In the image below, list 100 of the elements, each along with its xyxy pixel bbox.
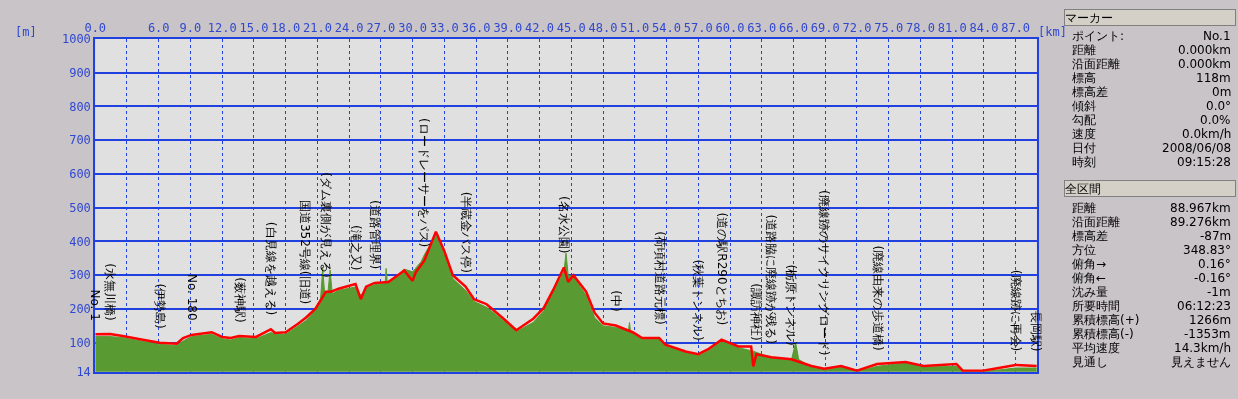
text: 日付 — [1072, 141, 1096, 155]
text: 標高 — [1072, 71, 1096, 85]
y-tick-label: 600 — [69, 167, 91, 182]
text: 時刻 — [1072, 155, 1096, 169]
annotation: (薮神駅) — [232, 277, 247, 323]
annotation: (廃線跡のサイクリングロード) — [817, 190, 832, 356]
text: 距離 — [1072, 43, 1096, 57]
x-tick-label: 33.0 — [429, 21, 459, 36]
text: 傾斜 — [1072, 99, 1096, 113]
annotation: (中) — [608, 290, 623, 312]
text: 0.0% — [1200, 113, 1231, 127]
x-tick-label: 42.0 — [525, 21, 555, 36]
text: 俯角← — [1072, 271, 1107, 285]
x-tick-label: 72.0 — [842, 21, 872, 36]
y-tick-label: 500 — [69, 200, 91, 215]
text: 0.16° — [1198, 257, 1231, 271]
x-tick-label: 57.0 — [683, 21, 713, 36]
text: 見通し — [1072, 355, 1108, 369]
annotation: (荷頃村道路元標) — [652, 231, 667, 325]
y-tick-label: 900 — [69, 65, 91, 80]
text: 速度 — [1072, 127, 1096, 141]
text: 俯角→ — [1072, 257, 1107, 271]
annotation: (半蔵金バス停) — [458, 191, 473, 273]
text: 89.276km — [1170, 215, 1231, 229]
annotation: (道の駅R290とちお) — [714, 212, 729, 326]
annotation: (栃原トンネル) — [784, 264, 799, 346]
text: -1353m — [1184, 327, 1231, 341]
x-tick-label: 81.0 — [937, 21, 967, 36]
annotation: (道路脇に廃線跡が残る) — [763, 214, 778, 344]
x-tick-label: 39.0 — [493, 21, 523, 36]
annotation: (廃線由来の歩道橋) — [870, 245, 885, 351]
annotation: (秋葉トンネル) — [690, 259, 705, 341]
annotation: (ロードレーサーをパス) — [417, 117, 432, 248]
text: No.1 — [1203, 29, 1231, 43]
y-tick-label: 800 — [69, 99, 91, 114]
y-tick-label: 300 — [69, 268, 91, 283]
y-tick-label: 400 — [69, 234, 91, 249]
text: 0m — [1212, 85, 1232, 99]
x-tick-label: 51.0 — [620, 21, 650, 36]
annotation: (ダム裏側が見える) — [319, 172, 334, 278]
text: 1266m — [1189, 313, 1232, 327]
text: 沿面距離 — [1072, 57, 1120, 71]
text: 118m — [1196, 71, 1231, 85]
text: 06:12:23 — [1177, 299, 1231, 313]
x-tick-label: 69.0 — [810, 21, 840, 36]
x-axis-title: [km] — [1038, 25, 1067, 39]
x-tick-label: 60.0 — [715, 21, 745, 36]
text: 0.0° — [1206, 99, 1232, 113]
text: -1m — [1207, 285, 1231, 299]
annotation: (名水公園) — [556, 196, 571, 254]
text: 沿面距離 — [1072, 215, 1120, 229]
text: 沈み量 — [1072, 285, 1108, 299]
text: 見えません — [1171, 355, 1231, 369]
y-tick-label: 700 — [69, 133, 91, 148]
x-tick-label: 27.0 — [366, 21, 396, 36]
annotation: (伊勢島) — [152, 283, 167, 329]
text: 距離 — [1072, 201, 1096, 215]
annotation: (滝之又) — [348, 224, 363, 271]
x-tick-label: 18.0 — [271, 21, 301, 36]
text: ポイント: — [1072, 29, 1125, 43]
text: 2008/06/08 — [1162, 141, 1232, 155]
x-tick-label: 75.0 — [874, 21, 904, 36]
text: 方位 — [1072, 243, 1096, 257]
x-tick-label: 66.0 — [779, 21, 808, 36]
x-tick-label: 84.0 — [969, 21, 999, 36]
x-tick-label: 24.0 — [334, 21, 364, 36]
annotation: (廃線跡に再会) — [1009, 269, 1024, 352]
text: 14.3km/h — [1174, 341, 1232, 355]
text: 標高差 — [1072, 85, 1108, 99]
annotation: 長岡駅) — [1029, 310, 1044, 352]
annotation: (白見線を越える) — [263, 221, 278, 316]
text: 88.967km — [1170, 201, 1231, 215]
x-tick-label: 78.0 — [905, 21, 935, 36]
x-tick-label: 54.0 — [652, 21, 681, 36]
annotation: 国道352号線(旧道) — [298, 199, 313, 305]
text: 累積標高(-) — [1072, 327, 1134, 341]
annotation: (道路管理界) — [367, 199, 382, 270]
x-tick-label: 87.0 — [1001, 21, 1031, 36]
y-tick-label: 14 — [76, 364, 91, 379]
text: -0.16° — [1194, 271, 1232, 285]
y-tick-label: 200 — [69, 302, 91, 317]
text: 348.83° — [1183, 243, 1231, 257]
x-tick-label: 63.0 — [747, 21, 777, 36]
x-tick-label: 48.0 — [588, 21, 618, 36]
text: 所要時間 — [1072, 299, 1120, 313]
y-tick-label: 1000 — [61, 32, 91, 47]
text: 平均速度 — [1072, 341, 1120, 355]
x-tick-label: 30.0 — [398, 21, 428, 36]
text: 全区間 — [1065, 181, 1101, 196]
x-tick-label: 15.0 — [239, 21, 269, 36]
text: 09:15:28 — [1177, 155, 1231, 169]
annotation: (水無川橋) — [103, 263, 118, 321]
x-tick-label: 21.0 — [302, 21, 332, 36]
x-tick-label: 6.0 — [147, 21, 170, 36]
x-tick-label: 36.0 — [461, 21, 491, 36]
text: 0.000km — [1178, 57, 1231, 71]
annotation: No. 180 — [184, 273, 199, 321]
x-tick-label: 45.0 — [556, 21, 586, 36]
x-tick-label: 12.0 — [207, 21, 237, 36]
y-tick-label: 100 — [69, 335, 91, 350]
